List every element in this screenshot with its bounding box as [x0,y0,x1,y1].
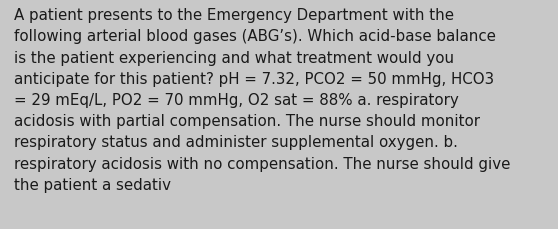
Text: A patient presents to the Emergency Department with the
following arterial blood: A patient presents to the Emergency Depa… [14,8,511,192]
